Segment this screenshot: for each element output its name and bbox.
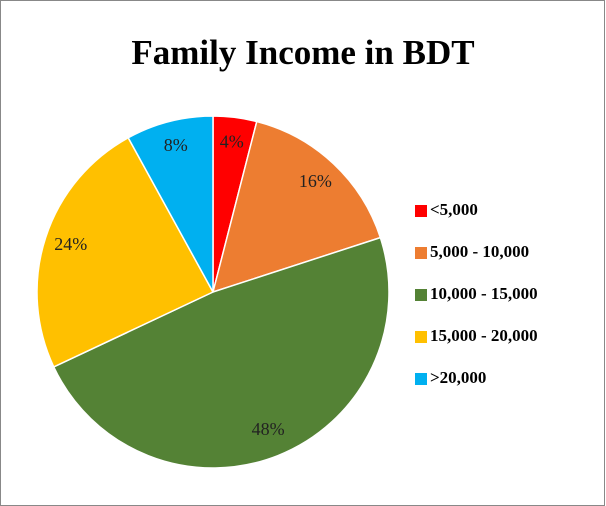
- data-label: 48%: [252, 419, 285, 439]
- legend-label: 5,000 - 10,000: [430, 242, 529, 261]
- data-label: 8%: [164, 135, 188, 155]
- legend-swatch: [415, 331, 427, 343]
- legend-swatch: [415, 247, 427, 259]
- pie-slice: [211, 120, 382, 294]
- data-label: 4%: [220, 132, 244, 152]
- legend-label: 15,000 - 20,000: [430, 326, 538, 345]
- data-label: 24%: [54, 234, 87, 254]
- legend-label: >20,000: [430, 368, 486, 387]
- data-label: 16%: [299, 171, 332, 191]
- pie-slice: [127, 115, 214, 293]
- pie-slice: [36, 136, 215, 368]
- pie-slice: [52, 236, 390, 469]
- legend-swatch: [415, 373, 427, 385]
- chart-title: Family Income in BDT: [131, 33, 474, 72]
- legend-label: 10,000 - 15,000: [430, 284, 538, 303]
- legend-label: <5,000: [430, 200, 478, 219]
- legend-swatch: [415, 289, 427, 301]
- legend-swatch: [415, 205, 427, 217]
